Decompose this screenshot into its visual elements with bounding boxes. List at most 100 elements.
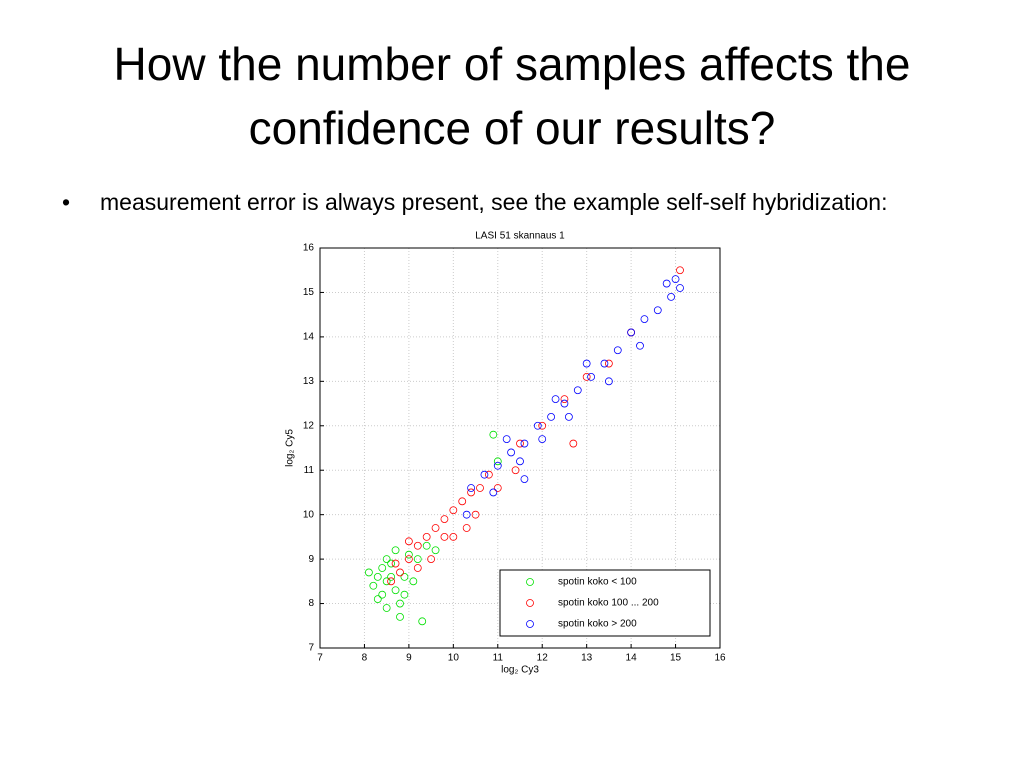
scatter-point <box>462 510 471 519</box>
scatter-point <box>538 421 547 430</box>
scatter-point <box>387 572 396 581</box>
scatter-point <box>671 275 680 284</box>
y-tick-label: 8 <box>308 598 314 609</box>
x-tick-label: 11 <box>493 653 504 664</box>
scatter-point <box>516 439 524 448</box>
scatter-point <box>676 266 684 275</box>
x-tick-label: 10 <box>448 653 460 664</box>
x-tick-label: 15 <box>670 653 682 664</box>
scatter-point <box>489 430 498 439</box>
scatter-point <box>413 564 422 572</box>
scatter-point <box>382 577 391 586</box>
scatter-point <box>511 466 520 475</box>
x-tick-label: 16 <box>714 653 726 664</box>
scatter-point <box>573 386 582 395</box>
scatter-point <box>507 448 516 457</box>
scatter-point <box>489 488 498 497</box>
scatter-point <box>391 586 400 595</box>
scatter-point <box>582 359 591 368</box>
scatter-point <box>369 581 378 590</box>
scatter-point <box>396 612 404 621</box>
scatter-point <box>391 559 400 568</box>
scatter-point <box>458 497 467 506</box>
x-tick-label: 13 <box>581 653 593 664</box>
scatter-point <box>418 617 427 626</box>
scatter-point <box>400 572 409 581</box>
scatter-point <box>667 292 676 301</box>
x-tick-label: 14 <box>626 653 638 664</box>
scatter-point <box>440 515 449 524</box>
scatter-point <box>502 435 511 444</box>
x-tick-label: 8 <box>362 653 368 664</box>
scatter-point <box>640 315 649 324</box>
scatter-point <box>582 372 591 381</box>
scatter-point <box>600 359 609 368</box>
scatter-point <box>564 412 573 421</box>
scatter-point <box>493 461 502 470</box>
scatter-point <box>378 590 387 599</box>
legend-marker <box>526 620 534 628</box>
scatter-point <box>378 564 387 572</box>
scatter-point <box>613 346 622 355</box>
legend-marker <box>526 599 534 607</box>
scatter-point <box>409 577 418 586</box>
legend-marker <box>526 578 534 586</box>
scatter-point <box>396 599 404 608</box>
scatter-point <box>538 435 547 444</box>
scatter-point <box>404 537 413 546</box>
scatter-point <box>391 546 400 555</box>
scatter-point <box>484 470 493 479</box>
scatter-point <box>404 550 413 559</box>
scatter-point <box>364 568 373 577</box>
scatter-point <box>373 572 382 581</box>
scatter-point <box>547 412 556 421</box>
scatter-point <box>431 546 440 555</box>
scatter-point <box>413 555 422 564</box>
scatter-point <box>427 555 436 564</box>
scatter-point <box>569 439 578 448</box>
scatter-point <box>387 577 396 586</box>
scatter-point <box>413 541 422 550</box>
scatter-point <box>493 484 502 492</box>
scatter-point <box>431 524 440 532</box>
scatter-point <box>373 595 382 604</box>
y-tick-label: 13 <box>303 376 315 387</box>
y-tick-label: 9 <box>308 554 314 565</box>
y-tick-label: 12 <box>303 420 315 431</box>
scatter-point <box>467 484 476 492</box>
chart-title: LASI 51 skannaus 1 <box>475 231 565 242</box>
scatter-point <box>422 532 431 541</box>
scatter-point <box>560 399 569 408</box>
scatter-point <box>551 395 560 404</box>
scatter-point <box>480 470 489 479</box>
scatter-point <box>604 359 613 368</box>
plot-frame <box>319 247 721 649</box>
scatter-point <box>662 279 671 288</box>
scatter-point <box>636 341 644 350</box>
scatter-point <box>520 439 529 448</box>
scatter-point <box>449 532 458 541</box>
y-tick-label: 11 <box>304 465 315 476</box>
legend-label: spotin koko 100 ... 200 <box>558 598 659 609</box>
scatter-point <box>440 532 449 541</box>
y-axis-label: log₂ Cy5 <box>285 429 296 467</box>
y-tick-label: 10 <box>303 509 315 520</box>
scatter-point <box>404 555 413 564</box>
scatter-point <box>604 377 613 386</box>
bullet-text: measurement error is always present, see… <box>100 189 888 215</box>
scatter-point <box>449 506 458 515</box>
scatter-point <box>653 306 662 315</box>
scatter-point <box>516 457 524 466</box>
scatter-point <box>422 541 431 550</box>
slide-title: How the number of samples affects the co… <box>113 38 911 154</box>
scatter-point <box>462 524 471 532</box>
scatter-point <box>560 395 569 404</box>
x-tick-label: 9 <box>406 653 412 664</box>
scatter-point <box>471 510 480 519</box>
x-tick-label: 12 <box>537 653 549 664</box>
scatter-point <box>587 372 596 381</box>
x-axis-label: log₂ Cy3 <box>501 665 539 676</box>
legend-label: spotin koko < 100 <box>558 577 637 588</box>
